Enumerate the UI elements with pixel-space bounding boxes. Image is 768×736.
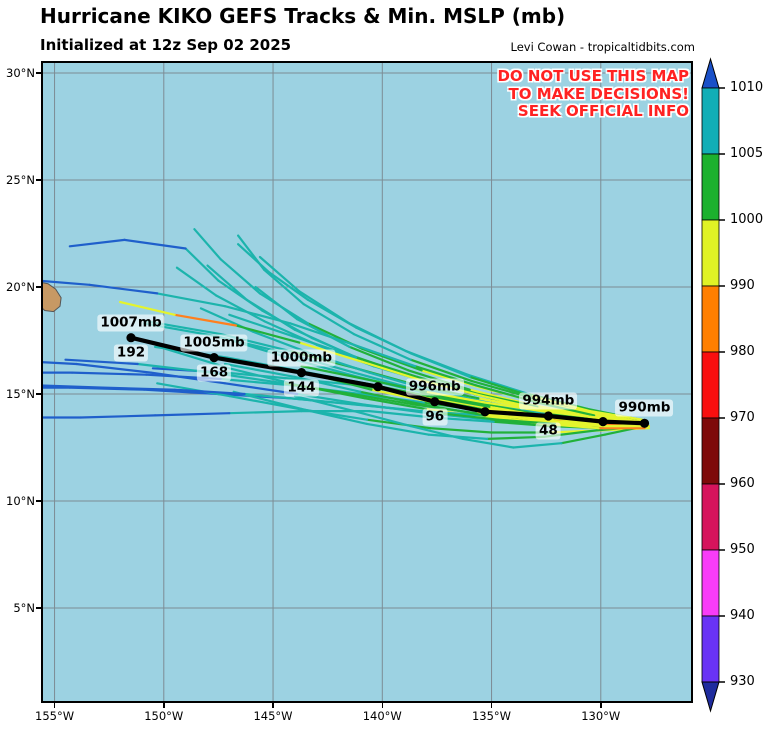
mslp-label: 1005mb (180, 334, 248, 352)
lat-tick-mark (36, 607, 41, 609)
disclaimer-text: DO NOT USE THIS MAP TO MAKE DECISIONS! S… (497, 67, 689, 121)
lat-tick-label: 30°N (6, 65, 35, 80)
lat-tick-mark (36, 393, 41, 395)
mean-track-point (430, 397, 440, 407)
colorbar-tick-label: 950 (730, 542, 755, 557)
lon-tick-mark (53, 703, 56, 708)
colorbar-arrow-down (701, 681, 720, 713)
ensemble-track (41, 279, 646, 425)
colorbar-tick-label: 930 (730, 674, 755, 689)
colorbar-tick-label: 1000 (730, 212, 764, 227)
mean-track-point (296, 368, 307, 378)
lat-tick-mark (36, 286, 41, 288)
lon-tick-label: 130°W (581, 709, 621, 723)
lon-tick-mark (490, 703, 493, 708)
lat-tick-label: 10°N (6, 493, 35, 508)
colorbar-tick-label: 1005 (730, 146, 764, 161)
disclaimer-line: DO NOT USE THIS MAP (497, 67, 689, 85)
lon-tick-label: 145°W (253, 709, 293, 723)
lat-tick-label: 15°N (6, 386, 35, 401)
mslp-label: 1000mb (267, 349, 336, 367)
lon-tick-label: 155°W (35, 709, 75, 723)
lon-tick-label: 150°W (144, 709, 184, 723)
mslp-label: 990mb (615, 399, 674, 417)
lon-tick-label: 135°W (471, 709, 512, 723)
track-map: 1007mb 192 1005mb 168 1000mb 144 996mb 96 994mb 4… (41, 61, 693, 703)
colorbar-tick-label: 990 (730, 278, 755, 293)
forecast-hour-label: 48 (535, 422, 561, 440)
mslp-label: 994mb (519, 392, 578, 410)
lon-tick-mark (272, 703, 274, 708)
mean-track-point (639, 418, 650, 428)
mean-track-point (126, 333, 136, 343)
colorbar-arrow-up (701, 57, 720, 89)
page-title: Hurricane KIKO GEFS Tracks & Min. MSLP (… (40, 4, 566, 28)
lat-tick-label: 25°N (6, 172, 35, 187)
colorbar-tick-label: 1010 (730, 80, 764, 95)
forecast-hour-label: 168 (196, 364, 232, 382)
lat-tick-label: 20°N (6, 279, 35, 294)
init-time-label: Initialized at 12z Sep 02 2025 (40, 36, 292, 54)
colorbar-tick-label: 980 (730, 344, 755, 359)
disclaimer-line: TO MAKE DECISIONS! (508, 84, 689, 103)
lat-tick-mark (36, 500, 41, 502)
mslp-label: 996mb (405, 378, 464, 396)
forecast-hour-label: 192 (113, 344, 149, 362)
colorbar-tick-label: 960 (730, 476, 755, 491)
forecast-hour-label: 144 (284, 379, 319, 397)
lat-tick-mark (36, 72, 41, 74)
mslp-label: 1007mb (97, 314, 165, 332)
mean-track-point (373, 382, 383, 392)
hawaii-island (41, 281, 62, 313)
lon-tick-mark (600, 703, 602, 708)
lat-tick-label: 5°N (13, 600, 35, 615)
mean-track-point (209, 353, 219, 363)
mean-track-point (598, 417, 608, 427)
mean-track-point (480, 407, 490, 417)
credit-text: Levi Cowan - tropicaltidbits.com (510, 40, 696, 54)
mslp-colorbar: 1010 1005 1000 990 980 970 960 950 940 930 (699, 57, 768, 727)
mean-track-point (543, 411, 553, 421)
map-canvas (41, 61, 693, 703)
lat-tick-mark (36, 179, 41, 181)
colorbar-tick-label: 940 (730, 608, 755, 623)
disclaimer-line: SEEK OFFICIAL INFO (517, 102, 689, 120)
lon-tick-mark (163, 703, 165, 708)
forecast-hour-label: 96 (422, 408, 448, 426)
lon-tick-mark (381, 703, 384, 708)
colorbar-tick-label: 970 (730, 410, 755, 425)
lon-tick-label: 140°W (362, 709, 402, 723)
